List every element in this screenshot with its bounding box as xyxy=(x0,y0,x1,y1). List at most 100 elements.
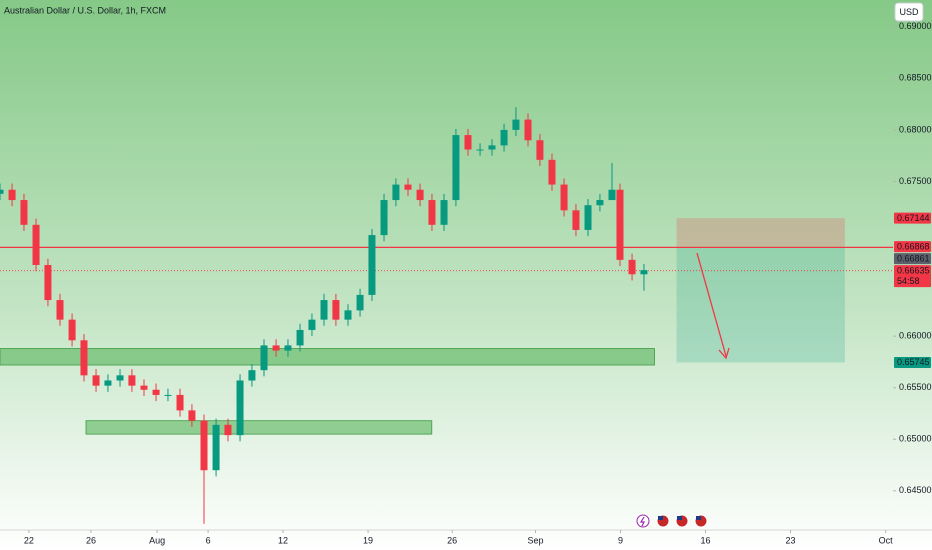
candle-body xyxy=(628,259,636,275)
candle-body xyxy=(488,145,496,150)
candle-body xyxy=(80,340,88,376)
candle-body xyxy=(596,200,604,206)
price-label-box xyxy=(894,241,931,253)
price-label-box xyxy=(894,356,931,368)
candle-body xyxy=(404,184,412,190)
candle-body xyxy=(356,294,364,311)
candle-body xyxy=(572,210,580,230)
y-tick-label: 0.65500 xyxy=(899,382,932,392)
chart-title: Australian Dollar / U.S. Dollar, 1h, FXC… xyxy=(4,5,166,15)
arrow-line xyxy=(696,252,727,357)
event-icon[interactable] xyxy=(636,514,650,528)
candle-body xyxy=(164,394,172,396)
price-label: 0.67144 xyxy=(897,213,930,223)
x-tick-label: 26 xyxy=(447,535,457,545)
candle-body xyxy=(32,224,40,265)
x-tick-label: Sep xyxy=(527,535,543,545)
candle-body xyxy=(68,319,76,341)
candle-body xyxy=(548,159,556,185)
event-icons xyxy=(636,514,708,528)
candle-body xyxy=(248,370,256,381)
support-zone xyxy=(85,420,433,435)
currency-label: USD xyxy=(899,7,919,17)
price-label-box xyxy=(894,265,931,288)
candle-body xyxy=(640,270,648,275)
x-tick-label: 12 xyxy=(278,535,288,545)
x-tick-label: 9 xyxy=(618,535,623,545)
price-label: 0.66635 xyxy=(897,265,930,275)
candle-body xyxy=(464,135,472,150)
countdown-label: 54:58 xyxy=(897,276,920,286)
x-tick-label: 6 xyxy=(206,535,211,545)
candle-body xyxy=(608,189,616,201)
y-tick-label: 0.68000 xyxy=(899,124,932,134)
candle-body xyxy=(320,300,328,320)
x-tick-label: 23 xyxy=(785,535,795,545)
candle-body xyxy=(116,375,124,381)
x-tick-label: 16 xyxy=(700,535,710,545)
candle-body xyxy=(476,149,484,151)
currency-button[interactable] xyxy=(894,2,924,22)
candle-body xyxy=(368,235,376,295)
candle-body xyxy=(224,424,232,436)
candle-body xyxy=(452,135,460,201)
candle-body xyxy=(44,265,52,301)
arrow-head xyxy=(718,347,730,360)
candle-body xyxy=(536,140,544,160)
candle-body xyxy=(200,420,208,471)
candle-body xyxy=(500,129,508,146)
flag-canton xyxy=(696,516,701,520)
candle-body xyxy=(128,375,136,386)
candle-body xyxy=(236,380,244,436)
price-label: 0.66861 xyxy=(897,253,930,263)
x-tick-label: 19 xyxy=(363,535,373,545)
price-label-box xyxy=(894,253,931,265)
y-tick-label: 0.68500 xyxy=(899,73,932,83)
support-zone xyxy=(0,348,655,366)
price-label: 0.66868 xyxy=(897,241,930,251)
candle-body xyxy=(260,345,268,371)
stop-area xyxy=(676,218,845,247)
x-tick-label: Aug xyxy=(149,535,165,545)
candle-body xyxy=(176,394,184,411)
candle-body xyxy=(20,200,28,225)
candle-body xyxy=(104,380,112,386)
x-tick-label: 22 xyxy=(24,535,34,545)
candle-body xyxy=(308,319,316,330)
price-label: 0.65745 xyxy=(897,357,930,367)
candle-body xyxy=(616,189,624,260)
candle-body xyxy=(8,189,16,201)
y-tick-label: 0.64500 xyxy=(899,485,932,495)
candle-body xyxy=(140,385,148,390)
candle-body xyxy=(392,184,400,201)
candle-body xyxy=(0,189,4,194)
candle-body xyxy=(332,300,340,320)
y-tick-label: 0.66000 xyxy=(899,331,932,341)
flag-canton xyxy=(677,516,682,520)
candle-body xyxy=(512,119,520,130)
price-label-box xyxy=(894,212,931,224)
target-area xyxy=(676,246,845,363)
candle-body xyxy=(584,205,592,230)
flag-canton xyxy=(658,516,663,520)
x-tick-label: 26 xyxy=(86,535,96,545)
candle-body xyxy=(152,389,160,395)
x-tick-label: Oct xyxy=(879,535,894,545)
candle-body xyxy=(272,345,280,351)
y-tick-label: 0.65000 xyxy=(899,434,932,444)
candle-body xyxy=(188,410,196,421)
candle-body xyxy=(380,200,388,236)
candle-body xyxy=(296,329,304,346)
candle-body xyxy=(212,424,220,471)
candle-body xyxy=(428,200,436,225)
candle-body xyxy=(416,189,424,201)
candle-body xyxy=(344,310,352,320)
candle-body xyxy=(284,345,292,351)
candle-body xyxy=(524,119,532,141)
candle-body xyxy=(560,184,568,211)
candle-body xyxy=(440,200,448,225)
candle-body xyxy=(92,375,100,386)
y-tick-label: 0.69000 xyxy=(899,21,932,31)
